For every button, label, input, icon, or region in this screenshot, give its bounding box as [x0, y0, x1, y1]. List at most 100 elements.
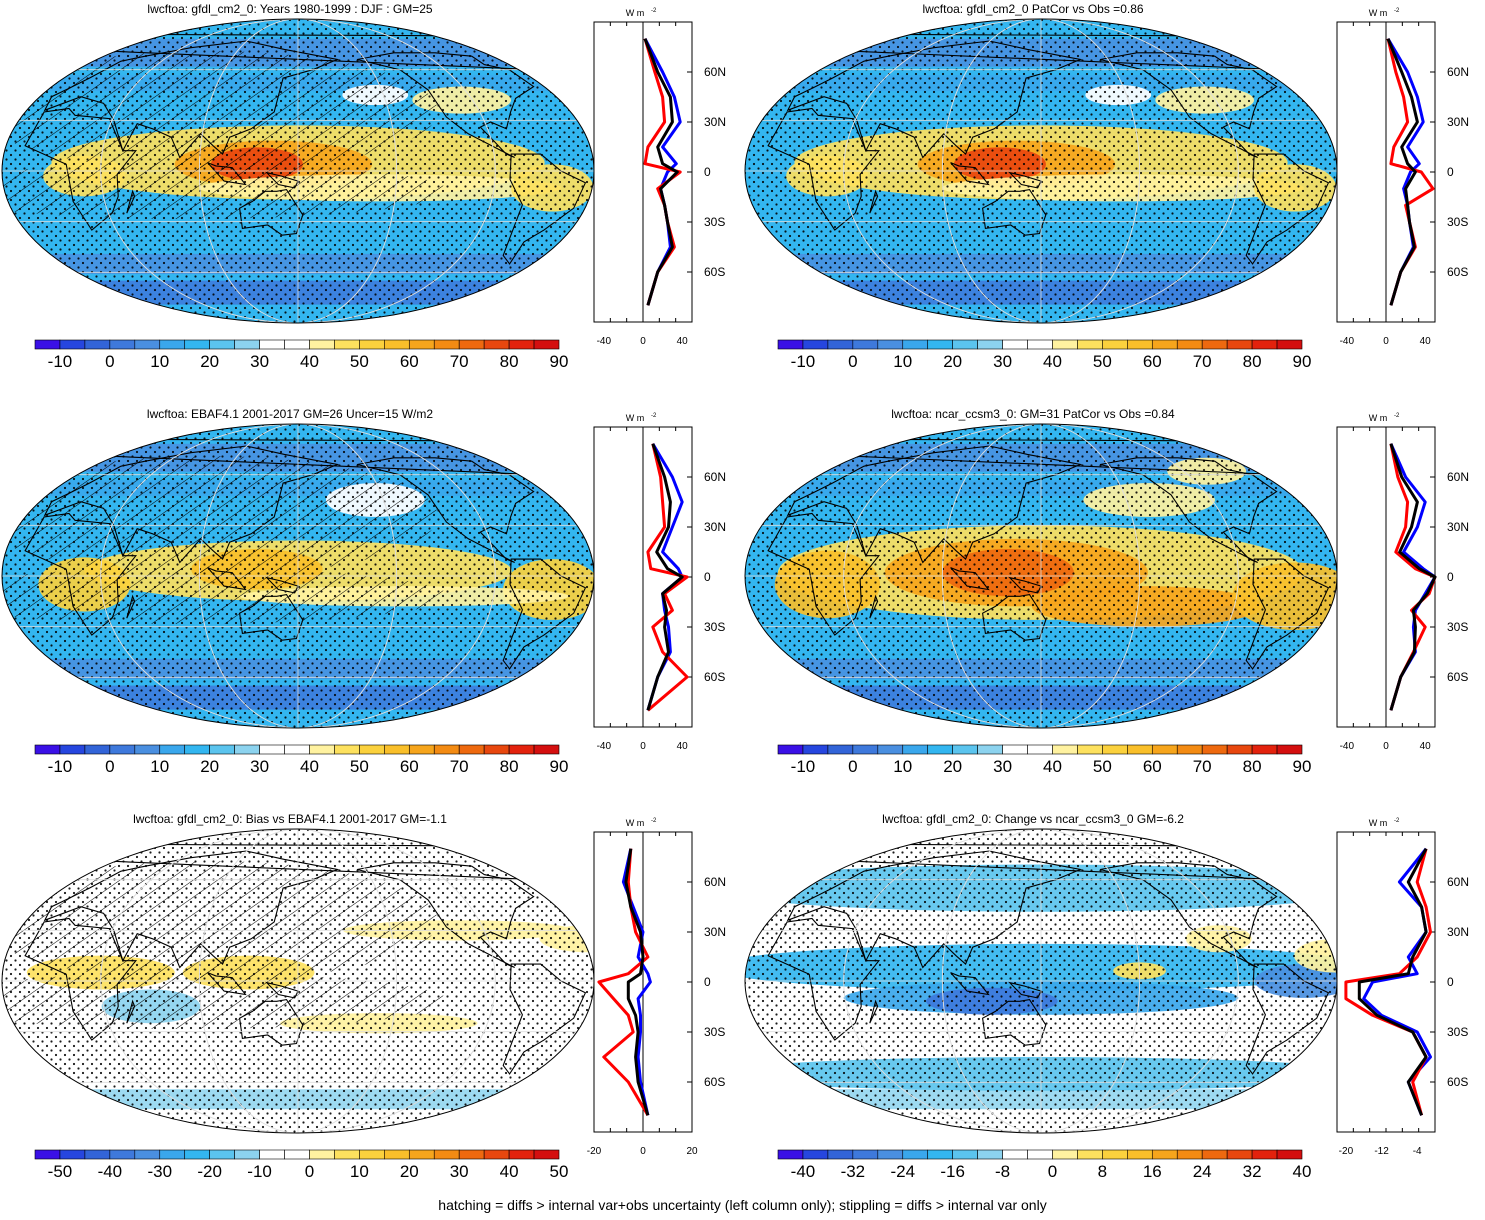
hatching-overlay [2, 568, 448, 624]
profile-x-tick-label: 40 [1420, 336, 1432, 347]
colorbar-tick-label: -10 [791, 352, 816, 371]
colorbar-swatch [802, 1149, 829, 1160]
colorbar-swatch [384, 744, 410, 755]
colorbar-tick-label: -20 [197, 1162, 222, 1181]
colorbar-swatch [384, 339, 410, 350]
colorbar-tick-label: 50 [350, 757, 369, 776]
graticule-meridian [198, 424, 398, 728]
coastline [43, 40, 340, 159]
colorbar-swatch [1077, 744, 1103, 755]
profile-lat-label: 30S [704, 1025, 725, 1039]
coastline [1008, 981, 1042, 999]
zonal-mean-profile: W m -2 -40 0 40 60N 30N 0 30S 60S [593, 8, 726, 347]
colorbar: -50 -40 -30 -20 -10 0 10 20 30 40 50 [34, 1149, 569, 1181]
colorbar-tick-label: -10 [48, 757, 73, 776]
colorbar-tick-label: 40 [1043, 757, 1062, 776]
colorbar-tick-label: 0 [848, 352, 857, 371]
profile-series-line [1386, 38, 1419, 306]
profile-lat-label: 30S [704, 620, 725, 634]
colorbar-tick-label: 80 [500, 757, 519, 776]
colorbar-swatch [927, 744, 953, 755]
colorbar-tick-label: -40 [98, 1162, 123, 1181]
colorbar-swatch [533, 339, 560, 350]
colorbar-swatch [1251, 339, 1278, 350]
colorbar-swatch [408, 339, 435, 350]
coastline [356, 457, 535, 564]
colorbar-swatch [1226, 1149, 1253, 1160]
colorbar-swatch [1276, 339, 1303, 350]
profile-lat-label: 30S [1447, 1025, 1468, 1039]
profile-x-tick-label: 0 [1383, 336, 1389, 347]
map-field [745, 424, 1337, 728]
colorbar-swatch [59, 1149, 86, 1160]
coastline [126, 594, 136, 619]
colorbar-swatch [1002, 744, 1028, 755]
graticule-meridian [843, 829, 1239, 1133]
colorbar-tick-label: 0 [305, 1162, 314, 1181]
coastline [1008, 576, 1042, 594]
colorbar-swatch [59, 339, 86, 350]
profile-x-tick-label: -40 [1340, 336, 1355, 347]
coastline [982, 188, 1047, 236]
colorbar-tick-label: 0 [105, 757, 114, 776]
profile-unit-superscript: -2 [651, 818, 657, 824]
panel-model-patcor: lwcftoa: gfdl_cm2_0 PatCor vs Obs =0.86 … [743, 0, 1485, 405]
colorbar-swatch [159, 744, 186, 755]
coastline [239, 593, 304, 641]
coastline [786, 445, 1083, 564]
colorbar-swatch [1251, 1149, 1278, 1160]
coastline [24, 107, 138, 231]
profile-lat-label: 30S [1447, 620, 1468, 634]
coastline [950, 567, 990, 591]
graticule-meridian [843, 19, 1239, 323]
colorbar-swatch [1027, 1149, 1053, 1160]
profile-lat-label: 60N [704, 65, 726, 79]
colorbar-swatch [209, 339, 235, 350]
colorbar-swatch [977, 1149, 1003, 1160]
colorbar-tick-label: 40 [300, 757, 319, 776]
colorbar-tick-label: 50 [1093, 757, 1112, 776]
profile-series-line [1389, 443, 1437, 711]
coastline [356, 52, 535, 159]
colorbar-swatch [508, 339, 535, 350]
colorbar: -40 -32 -24 -16 -8 0 8 16 24 32 40 [777, 1149, 1311, 1181]
profile-x-tick-label: 0 [640, 1146, 646, 1157]
colorbar-swatch [109, 339, 136, 350]
colorbar-tick-label: 90 [550, 352, 569, 371]
colorbar-swatch [508, 744, 535, 755]
coastline [502, 558, 587, 670]
profile-lat-label: 30N [1447, 925, 1469, 939]
colorbar-swatch [1251, 744, 1278, 755]
map-field [2, 829, 594, 1133]
profile-x-tick-label: 0 [640, 741, 646, 752]
panel-title: lwcftoa: gfdl_cm2_0: Bias vs EBAF4.1 200… [133, 812, 447, 826]
colorbar-tick-label: 70 [450, 352, 469, 371]
colorbar-swatch [1102, 339, 1128, 350]
colorbar-swatch [1176, 744, 1203, 755]
coastline [207, 162, 247, 186]
colorbar-swatch [209, 744, 235, 755]
colorbar-swatch [458, 339, 485, 350]
graticule-meridian [941, 424, 1141, 728]
colorbar: -10 0 10 20 30 40 50 60 70 80 90 [34, 339, 569, 371]
panel-model-mean: lwcftoa: gfdl_cm2_0: Years 1980-1999 : D… [0, 0, 742, 405]
colorbar-tick-label: 80 [500, 352, 519, 371]
colorbar-swatch [309, 1149, 335, 1160]
colorbar-swatch [1127, 744, 1153, 755]
colorbar-swatch [1052, 1149, 1078, 1160]
colorbar: -10 0 10 20 30 40 50 60 70 80 90 [34, 744, 568, 776]
colorbar-swatch [159, 1149, 186, 1160]
coastline [502, 153, 587, 265]
colorbar-swatch [59, 744, 86, 755]
colorbar-tick-label: -10 [48, 352, 73, 371]
coastline [1099, 457, 1278, 564]
colorbar-tick-label: 50 [550, 1162, 569, 1181]
profile-unit-superscript: -2 [1394, 818, 1400, 824]
colorbar-swatch [1102, 744, 1128, 755]
colorbar-tick-label: 10 [893, 757, 912, 776]
profile-unit-label: W m [626, 818, 645, 828]
colorbar-tick-label: 70 [450, 757, 469, 776]
colorbar-swatch [34, 1149, 61, 1160]
colorbar-swatch [1276, 744, 1303, 755]
colorbar-swatch [1151, 1149, 1178, 1160]
